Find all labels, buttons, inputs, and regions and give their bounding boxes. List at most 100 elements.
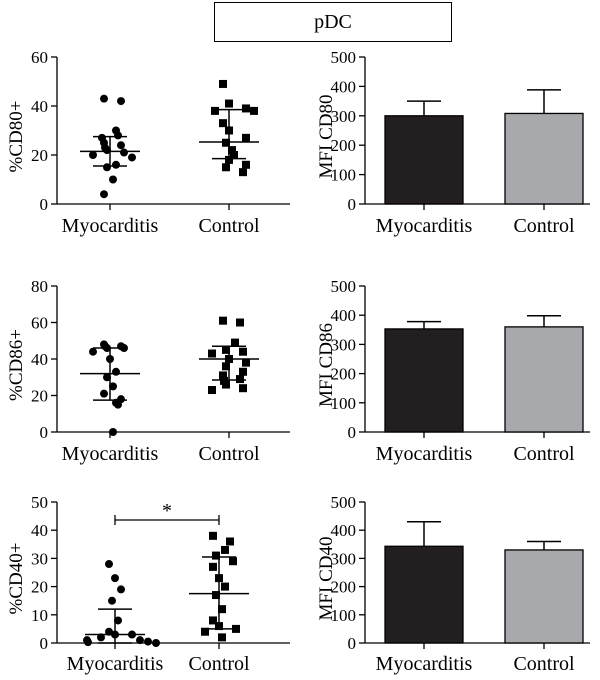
y-tick-label: 300 [331, 335, 357, 354]
y-axis-label: MFI CD40 [316, 537, 337, 621]
data-point-circle [100, 389, 108, 398]
data-point-square [225, 99, 233, 108]
bar-control [504, 326, 584, 433]
data-point-circle [100, 190, 108, 199]
data-point-circle [136, 636, 144, 645]
significance-star: * [162, 500, 172, 522]
x-tick-label: Myocarditis [376, 443, 473, 465]
x-tick-label: Control [198, 215, 260, 237]
y-tick-label: 40 [31, 350, 48, 369]
data-point-square [242, 133, 250, 142]
data-point-circle [103, 373, 111, 382]
data-point-square [218, 605, 226, 614]
data-point-square [222, 380, 230, 389]
data-point-circle [108, 596, 116, 605]
data-point-circle [112, 160, 120, 169]
data-point-circle [114, 400, 122, 409]
data-point-square [211, 106, 219, 115]
chart-top-right: 0 100 200 300 400 500 Myocarditis Control MFI CD… [316, 48, 590, 237]
y-tick-label: 0 [348, 634, 357, 653]
data-point-square [209, 562, 217, 571]
data-point-square [209, 616, 217, 625]
y-tick-label: 100 [331, 394, 357, 413]
data-point-square [209, 531, 217, 540]
x-tick-label: Control [513, 215, 575, 237]
data-point-circle [109, 428, 117, 436]
y-tick-label: 500 [331, 48, 357, 67]
y-tick-label: 20 [31, 578, 48, 597]
data-point-circle [109, 382, 117, 391]
y-tick-label: 0 [40, 423, 49, 442]
y-axis-label: %CD86+ [6, 329, 27, 401]
y-tick-label: 0 [348, 195, 357, 214]
y-tick-label: 400 [331, 306, 357, 325]
data-point-circle [111, 574, 119, 583]
data-point-circle [117, 585, 125, 594]
y-tick-label: 200 [331, 578, 357, 597]
data-point-square [225, 155, 233, 164]
data-point-circle [109, 175, 117, 184]
chart-bottom-left: 0 10 20 30 40 50 Myocarditis Control %CD40+ * [6, 493, 290, 675]
data-point-square [218, 633, 226, 642]
y-tick-label: 200 [331, 365, 357, 384]
y-tick-label: 0 [40, 195, 49, 214]
x-tick-label: Myocarditis [376, 215, 473, 237]
data-point-square [229, 557, 237, 566]
data-point-circle [128, 153, 136, 162]
y-tick-label: 50 [31, 493, 48, 512]
data-point-square [222, 345, 230, 354]
y-tick-label: 60 [31, 48, 48, 67]
data-point-circle [144, 637, 152, 646]
y-tick-label: 20 [31, 387, 48, 406]
data-point-circle [117, 97, 125, 106]
data-point-square [230, 151, 238, 159]
data-point-square [222, 362, 230, 371]
y-tick-label: 100 [331, 606, 357, 625]
y-tick-label: 0 [348, 423, 357, 442]
data-point-square [222, 163, 230, 172]
data-point-circle [100, 94, 108, 103]
data-point-square [226, 537, 234, 546]
bar-myocarditis [384, 328, 464, 433]
y-axis-label: %CD40+ [6, 543, 27, 615]
data-point-square [219, 79, 227, 88]
figure-title: pDC [214, 2, 452, 42]
data-point-square [242, 104, 250, 113]
x-tick-label: Myocarditis [62, 443, 159, 465]
data-point-circle [89, 347, 97, 356]
y-axis-label: MFI CD80 [316, 95, 337, 179]
x-tick-label: Myocarditis [376, 653, 473, 675]
data-point-circle [105, 560, 113, 569]
y-tick-label: 400 [331, 521, 357, 540]
data-point-circle [89, 151, 97, 159]
y-tick-label: 30 [31, 549, 48, 568]
y-tick-label: 500 [331, 277, 357, 296]
y-tick-label: 100 [331, 166, 357, 185]
data-point-circle [103, 146, 111, 155]
data-point-square [212, 591, 220, 600]
chart-bottom-right: 0 100 200 300 400 500 Myocarditis Control MFI CD… [316, 493, 590, 675]
y-tick-label: 80 [31, 277, 48, 296]
data-point-circle [117, 141, 125, 150]
data-point-circle [114, 616, 122, 625]
x-tick-label: Myocarditis [67, 653, 164, 675]
data-point-square [242, 358, 250, 367]
y-tick-label: 40 [31, 97, 48, 116]
data-point-square [208, 349, 216, 358]
data-point-circle [103, 163, 111, 172]
chart-top-left: 0 20 40 60 Myocarditis Control %CD80+ [6, 48, 290, 237]
y-axis-label: %CD80+ [6, 101, 27, 173]
data-point-square [221, 582, 229, 591]
data-point-circle [112, 367, 120, 376]
data-point-square [242, 160, 250, 169]
data-point-square [212, 551, 220, 560]
data-point-square [208, 386, 216, 395]
y-tick-label: 500 [331, 493, 357, 512]
data-point-square [239, 367, 247, 376]
y-tick-label: 200 [331, 136, 357, 155]
y-tick-label: 400 [331, 77, 357, 96]
data-point-square [219, 316, 227, 325]
data-point-square [228, 146, 236, 155]
data-point-square [231, 338, 239, 347]
data-point-circle [120, 148, 128, 157]
